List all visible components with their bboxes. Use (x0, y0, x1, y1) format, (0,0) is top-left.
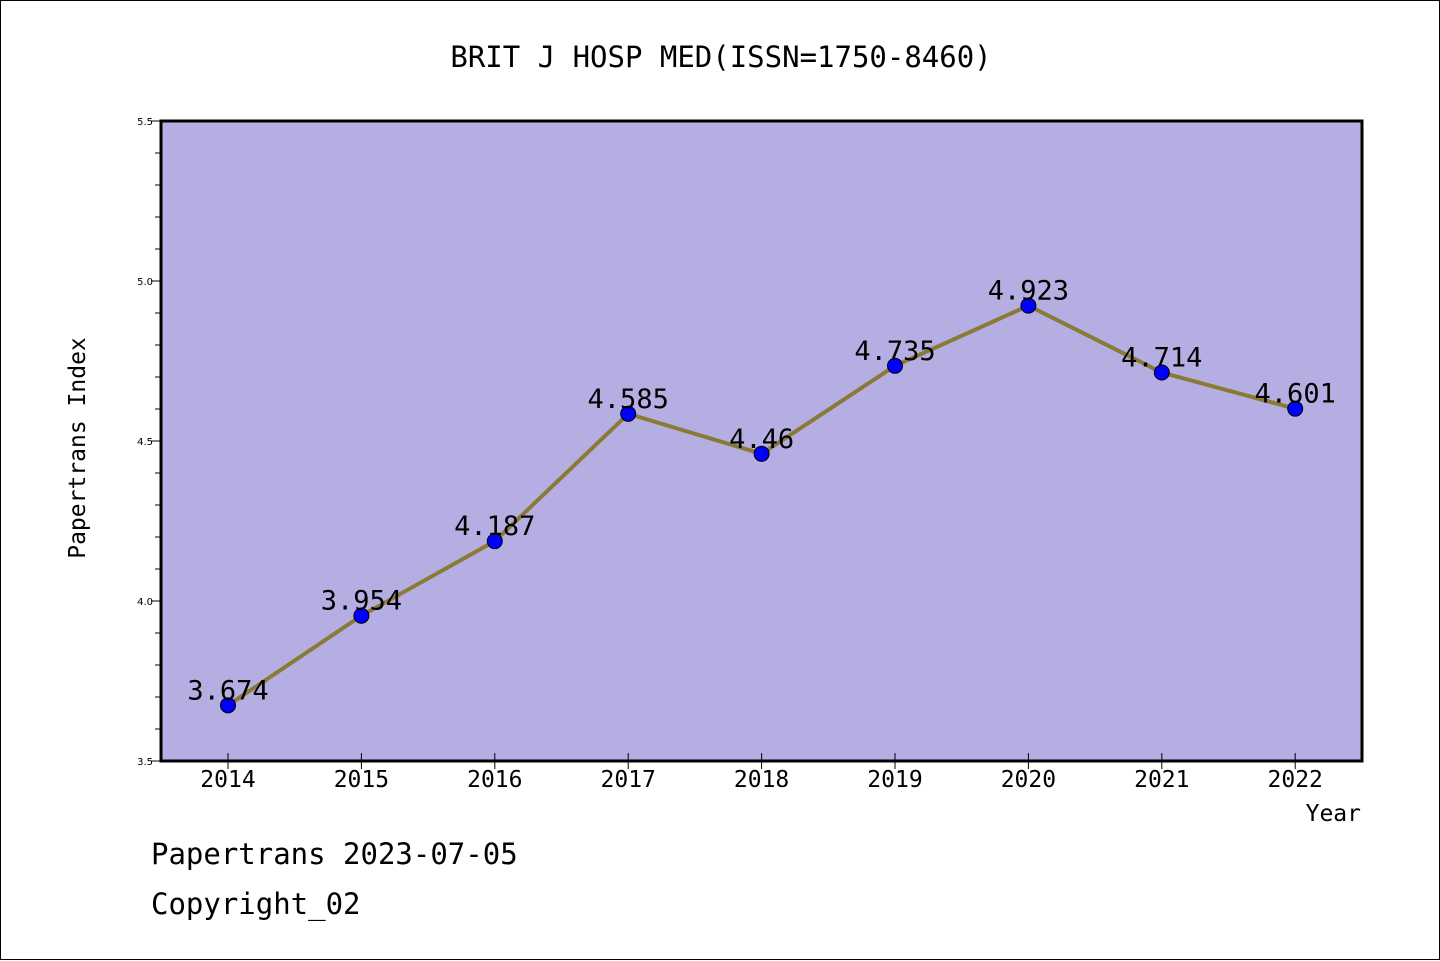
data-label: 4.187 (454, 511, 535, 542)
data-label: 4.585 (588, 384, 669, 415)
data-point (220, 697, 236, 714)
y-axis: 3.5 4.0 4.5 5.0 5.5 (137, 117, 161, 768)
y-axis-label: Papertrans Index (65, 337, 91, 559)
x-tick-label: 2017 (601, 767, 656, 793)
data-point (486, 533, 503, 550)
data-point (1153, 364, 1170, 381)
data-point (887, 357, 903, 374)
x-tick-label: 2021 (1134, 767, 1189, 793)
data-label: 3.954 (321, 586, 402, 617)
footer-copyright-text: Copyright_02 (151, 887, 361, 921)
data-label: 4.714 (1121, 343, 1202, 374)
data-point (753, 445, 770, 462)
y-tick-label: 4.5 (137, 437, 153, 448)
y-tick-label: 5.5 (137, 117, 153, 128)
chart-title: BRIT J HOSP MED(ISSN=1750-8460) (450, 40, 991, 74)
data-markers (220, 297, 1304, 714)
data-label: 4.923 (988, 276, 1069, 307)
data-point (1287, 400, 1304, 417)
x-tick-label: 2016 (467, 767, 522, 793)
data-label: 4.601 (1255, 379, 1336, 410)
x-tick-label: 2019 (867, 767, 922, 793)
x-axis-label: Year (1306, 801, 1361, 827)
x-tick-label: 2018 (734, 767, 789, 793)
x-tick-label: 2015 (334, 767, 389, 793)
data-point (353, 607, 370, 624)
data-label: 3.674 (187, 675, 268, 706)
data-label: 4.46 (729, 424, 794, 455)
data-point (1020, 297, 1037, 314)
x-tick-label: 2014 (200, 767, 255, 793)
data-label: 4.735 (854, 336, 935, 367)
x-axis: 2014 2015 2016 2017 2018 2019 2020 2021 2022 (200, 753, 1323, 793)
x-tick-label: 2022 (1268, 767, 1323, 793)
data-labels: 3.674 3.954 4.187 4.585 4.46 4.735 4.923 4.714 4… (187, 276, 1335, 707)
data-point (620, 405, 637, 422)
y-tick-label: 4.0 (137, 597, 153, 608)
x-tick-label: 2020 (1001, 767, 1056, 793)
plot-area (159, 119, 1364, 763)
footer-date-text: Papertrans 2023-07-05 (151, 837, 518, 871)
y-tick-label: 5.0 (137, 277, 153, 288)
y-tick-label: 3.5 (137, 757, 153, 768)
